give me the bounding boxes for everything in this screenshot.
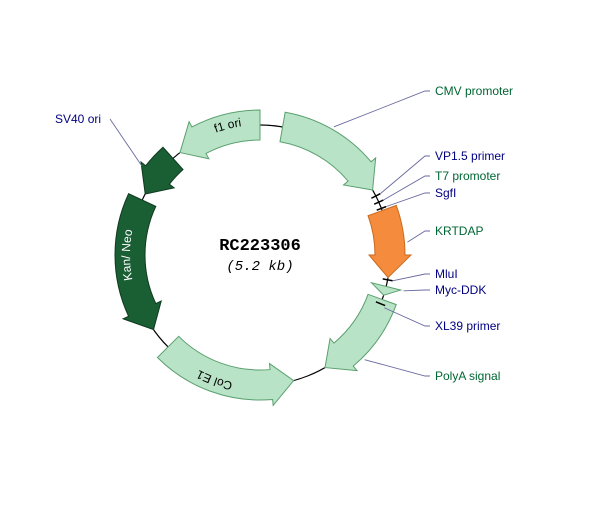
leader-line — [407, 231, 430, 242]
arc-col-e1 — [157, 336, 293, 405]
leader-line — [380, 156, 430, 194]
feature-label: SV40 ori — [55, 112, 101, 126]
feature-label: CMV promoter — [435, 84, 513, 98]
leader-line — [393, 274, 430, 281]
feature-label: SgfI — [435, 186, 456, 200]
plasmid-size: (5.2 kb) — [226, 259, 293, 275]
feature-label: KRTDAP — [435, 224, 483, 238]
arc-cmv-promoter — [280, 112, 376, 190]
feature-label: XL39 primer — [435, 319, 500, 333]
arc-krtdap — [368, 205, 411, 277]
tick-mlui — [383, 279, 393, 281]
leader-line — [365, 360, 430, 376]
plasmid-map: Col E1Kan/ Neof1 oriCMV promoterVP1.5 pr… — [0, 0, 600, 512]
leader-line — [334, 91, 430, 127]
leader-line — [404, 290, 430, 291]
leader-line — [110, 119, 142, 166]
feature-label: Myc-DDK — [435, 283, 486, 297]
feature-label: VP1.5 primer — [435, 149, 505, 163]
leader-line — [383, 176, 430, 200]
plasmid-title: RC223306 — [219, 237, 301, 256]
arc-polya-signal — [325, 294, 396, 370]
arc-sv40-ori — [141, 147, 183, 194]
feature-label: PolyA signal — [435, 369, 500, 383]
feature-label: T7 promoter — [435, 169, 500, 183]
tick-vp1-5-primer — [371, 194, 380, 199]
feature-label: MluI — [435, 267, 458, 281]
